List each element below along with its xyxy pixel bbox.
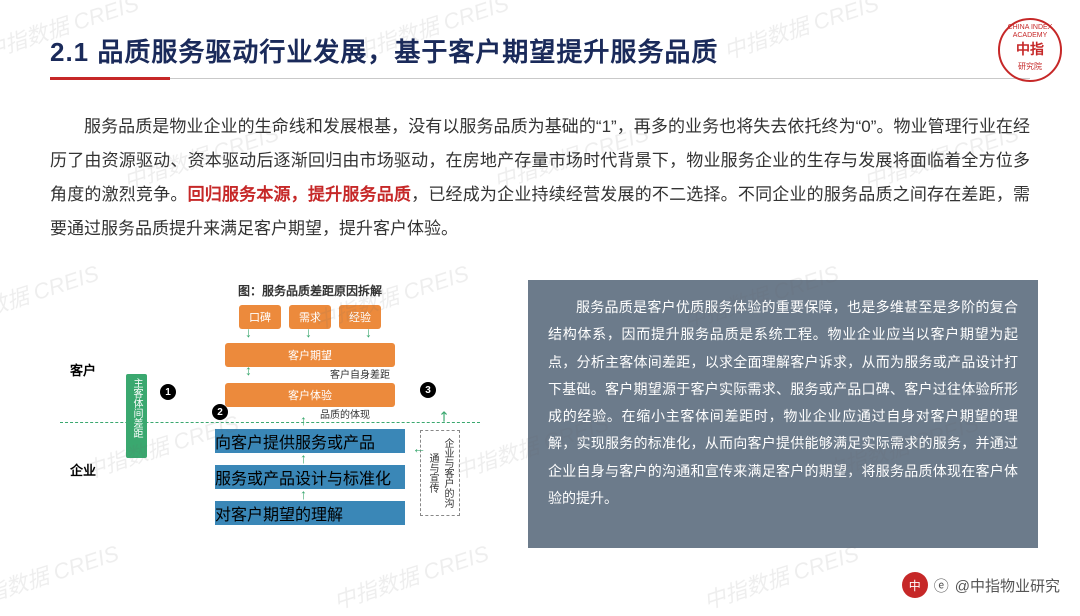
avatar: 中: [902, 572, 928, 598]
arrow-diag-icon: ↗: [434, 406, 454, 426]
info-panel: 服务品质是客户优质服务体验的重要保障，也是多维甚至是多阶的复合结构体系，因而提升…: [528, 280, 1038, 548]
watermark: 中指数据 CREIS: [0, 256, 102, 336]
diagram-title: 图：服务品质差距原因拆解: [130, 282, 490, 299]
brand-logo: CHINA INDEX ACADEMY 中指 研究院: [998, 18, 1062, 82]
arrow-down-icon: ↓: [245, 324, 252, 340]
side-label-customer: 客户: [70, 360, 96, 379]
gap-diagram: 图：服务品质差距原因拆解 客户 企业 主客体间差距 口碑 需求 经验 ↓ ↓ ↓…: [130, 282, 490, 542]
tag-jingyan: 经验: [339, 305, 381, 329]
logo-arc-text: CHINA INDEX ACADEMY: [1000, 24, 1060, 39]
note-quality: 品质的体现: [320, 406, 370, 421]
body-emphasis: 回归服务本源，提升服务品质: [188, 185, 412, 204]
arrow-up-icon: ↑: [300, 486, 307, 502]
watermark: 中指数据 CREIS: [329, 536, 492, 616]
header-rule: [50, 78, 1030, 79]
circle-2: 2: [212, 404, 228, 420]
logo-center: 中指: [1016, 42, 1044, 57]
arrow-updown-icon: ↕: [245, 362, 252, 378]
right-comm-box: 企业与客户的沟通与宣传: [420, 430, 460, 516]
box-experience: 客户体验: [225, 383, 395, 407]
panel-text: 服务品质是客户优质服务体验的重要保障，也是多维甚至是多阶的复合结构体系，因而提升…: [548, 299, 1018, 506]
title-text: 品质服务驱动行业发展，基于客户期望提升服务品质: [97, 37, 718, 67]
slide-header: 2.1 品质服务驱动行业发展，基于客户期望提升服务品质: [50, 32, 960, 69]
section-number: 2.1: [50, 37, 89, 67]
circle-3: 3: [420, 382, 436, 398]
circle-1: 1: [160, 384, 176, 400]
arrow-left-icon: ←: [412, 440, 426, 456]
box-understand: 对客户期望的理解: [215, 501, 405, 525]
side-label-enterprise: 企业: [70, 460, 96, 479]
box-provide: 向客户提供服务或产品: [215, 429, 405, 453]
arrow-up-icon: ↑: [300, 450, 307, 466]
attribution: 中 ⓔ @中指物业研究: [902, 572, 1060, 598]
handle: @中指物业研究: [955, 575, 1060, 596]
arrow-down-icon: ↓: [365, 324, 372, 340]
logo-bottom: 研究院: [1018, 63, 1042, 72]
page-title: 2.1 品质服务驱动行业发展，基于客户期望提升服务品质: [50, 32, 960, 69]
arrow-down-icon: ↓: [305, 324, 312, 340]
watermark: 中指数据 CREIS: [0, 536, 122, 616]
box-standardize: 服务或产品设计与标准化: [215, 465, 405, 489]
body-paragraph: 服务品质是物业企业的生命线和发展根基，没有以服务品质为基础的“1”，再多的业务也…: [50, 110, 1030, 246]
dashed-divider: [60, 422, 480, 423]
vertical-gap-label: 主客体间差距: [126, 374, 147, 458]
platform-icon: ⓔ: [934, 575, 949, 596]
arrow-up-icon: ↑: [300, 412, 307, 428]
note-self-gap: 客户自身差距: [330, 366, 390, 381]
